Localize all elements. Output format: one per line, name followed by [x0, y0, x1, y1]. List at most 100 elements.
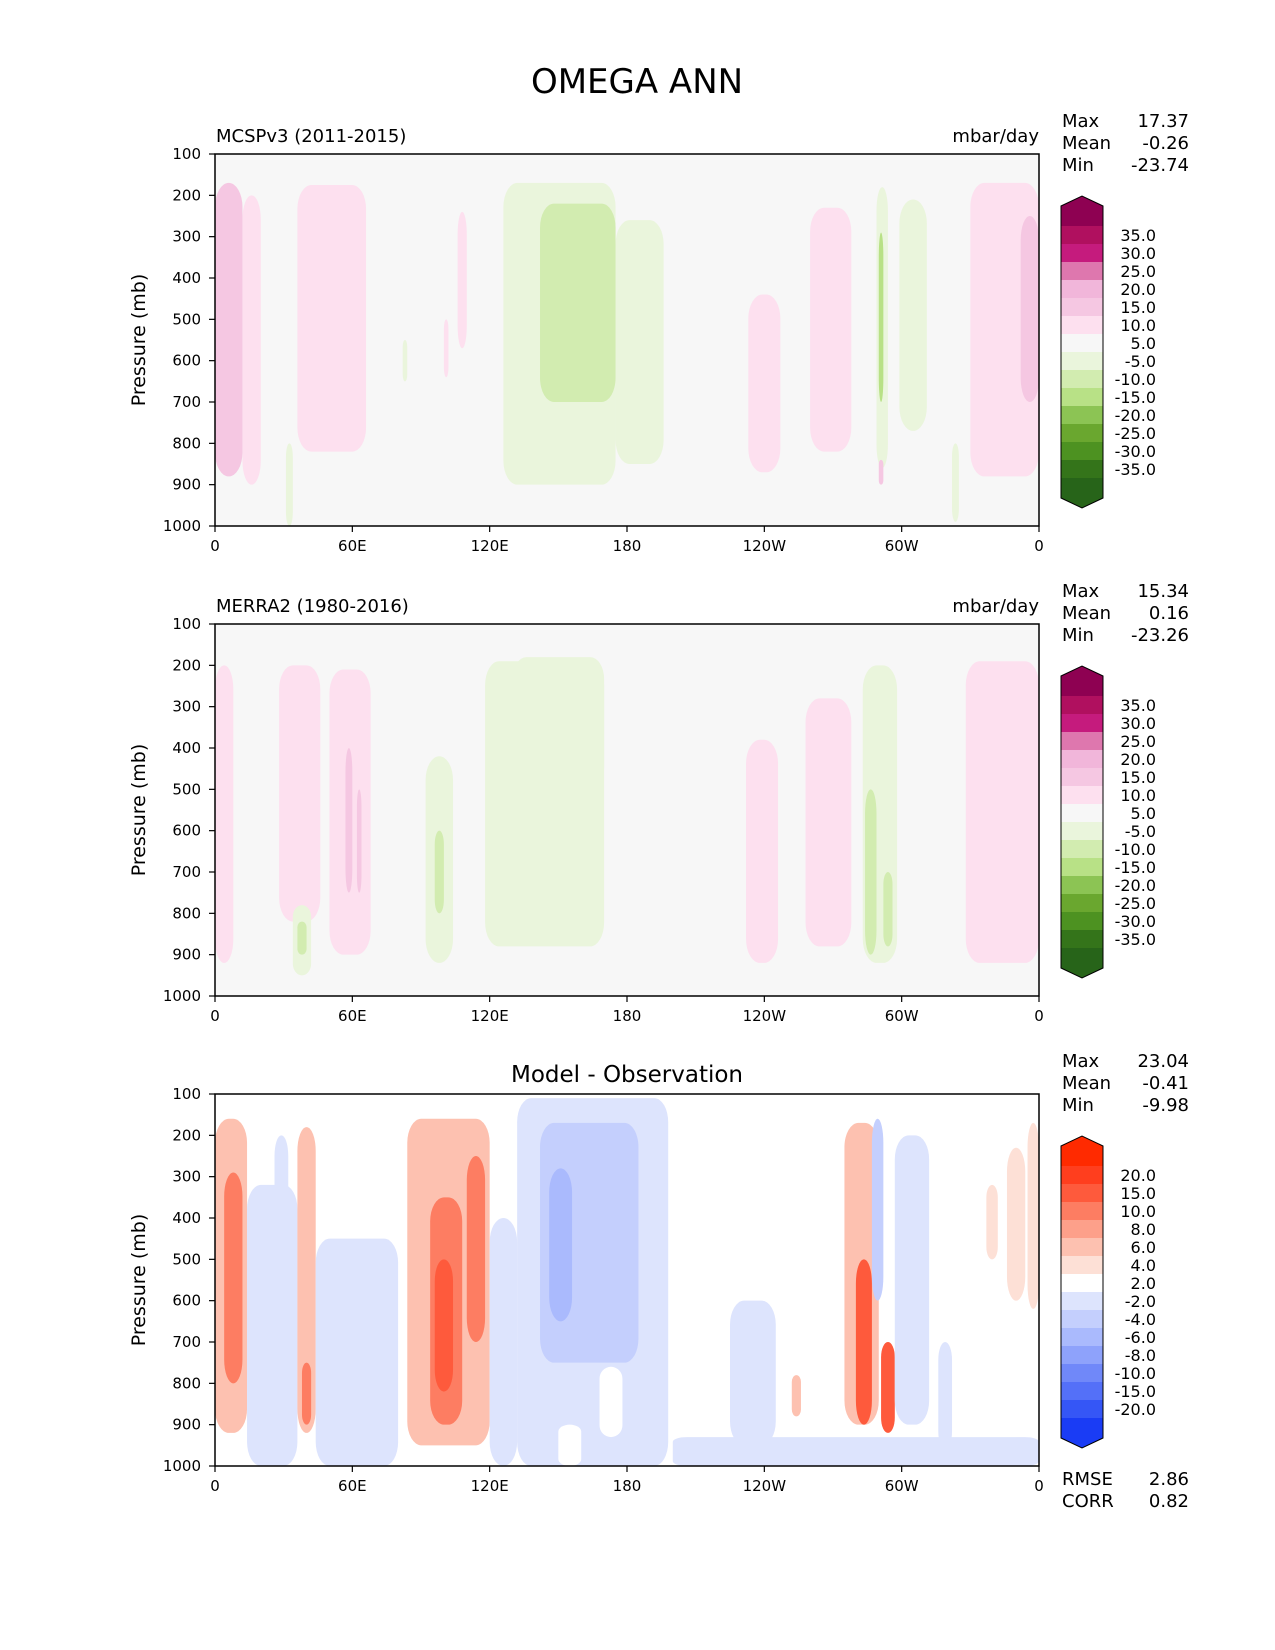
colorbar-tick-label: 10.0 [1120, 316, 1156, 335]
panel-left-label: MCSPv3 (2011-2015) [216, 126, 406, 147]
colorbar-segment [1061, 1256, 1103, 1274]
contour-region [883, 872, 893, 947]
contour-region [297, 185, 367, 452]
stat-label: Min [1062, 625, 1094, 646]
contour-region [986, 1184, 998, 1260]
y-tick-label: 600 [172, 822, 201, 840]
contour-region [855, 1259, 872, 1425]
x-tick-label: 120E [471, 1007, 509, 1025]
contour-region [540, 203, 616, 402]
colorbar-segment [1061, 244, 1103, 262]
x-tick-label: 0 [1034, 537, 1044, 555]
stat-value: -23.74 [1131, 155, 1189, 176]
colorbar-extend-bottom [1061, 1438, 1103, 1448]
colorbar-segment [1061, 750, 1103, 768]
colorbar-tick-label: 8.0 [1131, 1220, 1156, 1239]
y-tick-label: 900 [172, 946, 201, 964]
x-tick-label: 180 [613, 537, 642, 555]
contour-region [746, 739, 779, 963]
colorbar-segment [1061, 206, 1103, 226]
colorbar-segment [1061, 822, 1103, 840]
x-tick-label: 180 [613, 1007, 642, 1025]
colorbar-tick-label: 10.0 [1120, 1202, 1156, 1221]
colorbar-segment [1061, 894, 1103, 912]
colorbar-segment [1061, 226, 1103, 244]
colorbar-segment [1061, 424, 1103, 442]
panel-2: 0 60E 120E 180 120W 60W 0 100 200 300 400 500 600 700… [128, 581, 1189, 1025]
colorbar-tick-label: -15.0 [1115, 1382, 1156, 1401]
colorbar-tick-label: -6.0 [1125, 1328, 1156, 1347]
colorbar-segment [1061, 1202, 1103, 1220]
colorbar-tick-label: 2.0 [1131, 1274, 1156, 1293]
y-tick-label: 300 [172, 228, 201, 246]
colorbar-tick-label: -25.0 [1115, 894, 1156, 913]
contour-region [810, 207, 852, 452]
colorbar: 20.015.010.08.06.04.02.0-2.0-4.0-6.0-8.0… [1060, 1135, 1156, 1449]
y-tick-label: 1000 [163, 987, 201, 1005]
stat-label: Min [1062, 155, 1094, 176]
colorbar-segment [1061, 478, 1103, 498]
y-axis-label: Pressure (mb) [128, 744, 150, 877]
colorbar-segment [1061, 442, 1103, 460]
colorbar-tick-label: 15.0 [1120, 298, 1156, 317]
y-tick-label: 600 [172, 352, 201, 370]
contour-region [599, 1366, 623, 1438]
contour-region [881, 1342, 895, 1433]
contour-region [965, 661, 1039, 963]
contour-region [1027, 1122, 1039, 1309]
contour-region [215, 665, 234, 963]
contour-region [297, 921, 307, 955]
y-tick-label: 600 [172, 1292, 201, 1310]
y-tick-label: 100 [172, 615, 201, 633]
contour-region [512, 657, 605, 790]
contour-region [894, 1135, 930, 1425]
colorbar: 35.030.025.020.015.010.05.0-5.0-10.0-15.… [1060, 665, 1156, 979]
colorbar-segment [1061, 1382, 1103, 1400]
contour-region [434, 830, 444, 914]
colorbar-segment [1061, 1346, 1103, 1364]
contour-region [878, 232, 884, 402]
y-tick-label: 900 [172, 1416, 201, 1434]
colorbar-tick-label: -15.0 [1115, 388, 1156, 407]
colorbar-segment [1061, 858, 1103, 876]
panel-left-label: MERRA2 (1980-2016) [216, 596, 409, 617]
stat-label: CORR [1062, 1491, 1114, 1512]
colorbar-segment [1061, 1238, 1103, 1256]
colorbar-tick-label: 4.0 [1131, 1256, 1156, 1275]
panel-1: 0 60E 120E 180 120W 60W 0 100 200 300 400 500 600 700… [128, 111, 1189, 555]
stat-value: -0.26 [1142, 133, 1189, 154]
y-tick-label: 700 [172, 393, 201, 411]
colorbar-segment [1061, 388, 1103, 406]
colorbar-segment [1061, 948, 1103, 968]
colorbar-tick-label: -10.0 [1115, 1364, 1156, 1383]
stat-value: 0.16 [1149, 603, 1189, 624]
colorbar-tick-label: -20.0 [1115, 876, 1156, 895]
contour-region [274, 1135, 289, 1260]
colorbar-segment [1061, 768, 1103, 786]
contour-region [224, 1172, 243, 1384]
colorbar-segment [1061, 676, 1103, 696]
x-tick-label: 120W [743, 1007, 787, 1025]
colorbar-tick-label: -25.0 [1115, 424, 1156, 443]
contour-region [549, 1168, 573, 1322]
x-tick-label: 120W [743, 537, 787, 555]
colorbar-outline [1060, 195, 1104, 509]
colorbar-segment [1061, 316, 1103, 334]
y-tick-label: 300 [172, 1168, 201, 1186]
stat-label: Mean [1062, 1073, 1111, 1094]
colorbar-segment [1061, 262, 1103, 280]
y-tick-label: 800 [172, 904, 201, 922]
x-tick-label: 120E [471, 1477, 509, 1495]
colorbar-segment [1061, 1166, 1103, 1184]
colorbar-outline [1060, 665, 1104, 979]
figure-title: OMEGA ANN [531, 62, 743, 102]
x-tick-label: 120E [471, 537, 509, 555]
panel-title: Model - Observation [511, 1062, 743, 1088]
x-tick-label: 120W [743, 1477, 787, 1495]
colorbar-extend-tip [1061, 1136, 1103, 1146]
y-tick-label: 400 [172, 1209, 201, 1227]
contour-region [730, 1300, 776, 1446]
colorbar-segment [1061, 1184, 1103, 1202]
y-axis-label: Pressure (mb) [128, 1214, 150, 1347]
